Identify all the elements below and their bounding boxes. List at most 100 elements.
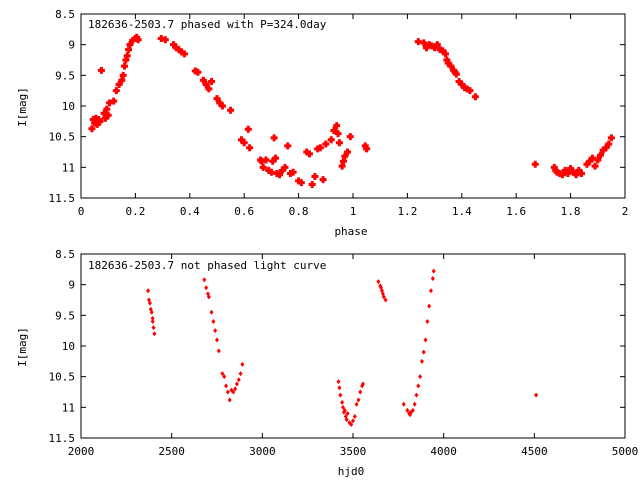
data-point (172, 44, 180, 52)
data-point (338, 162, 346, 170)
data-point (575, 166, 583, 174)
y-tick-label: 11 (62, 161, 75, 174)
data-point (344, 417, 349, 423)
data-point (428, 288, 433, 294)
data-point (233, 386, 238, 392)
data-point (100, 109, 108, 117)
x-tick-label: 0.4 (180, 205, 200, 218)
data-point (447, 62, 455, 70)
x-tick-label: 2000 (68, 445, 95, 458)
data-point (421, 349, 426, 355)
data-point (88, 125, 96, 133)
data-point (175, 46, 183, 54)
data-point (341, 152, 349, 160)
data-point (211, 318, 216, 324)
data-point (471, 93, 479, 101)
data-point (444, 59, 452, 67)
data-point (103, 105, 111, 113)
y-tick-label: 9.5 (55, 309, 75, 322)
data-point (150, 318, 155, 324)
data-point (327, 136, 335, 144)
data-point (115, 81, 123, 89)
data-point (354, 401, 359, 407)
data-point (259, 163, 267, 171)
data-point (112, 87, 120, 95)
data-point (218, 102, 226, 110)
data-point (227, 106, 235, 114)
y-tick-label: 8.5 (55, 248, 75, 261)
data-point (333, 122, 341, 130)
data-point (339, 157, 347, 165)
data-point (311, 173, 319, 181)
data-point (122, 56, 130, 64)
x-tick-label: 0.8 (289, 205, 309, 218)
data-point (316, 144, 324, 152)
data-point (360, 381, 365, 387)
x-tick-label: 2500 (158, 445, 185, 458)
x-tick-label: 0 (78, 205, 85, 218)
data-point (93, 120, 101, 128)
plot-frame (80, 253, 626, 439)
data-point (227, 397, 232, 403)
y-tick-label: 11 (62, 401, 75, 414)
chart-title: 182636-2503.7 phased with P=324.0day (88, 18, 327, 31)
data-point (351, 418, 355, 424)
data-point (216, 348, 221, 354)
data-point (151, 325, 156, 331)
data-point (234, 381, 239, 387)
data-point (224, 383, 229, 389)
data-point (431, 44, 439, 52)
data-point (149, 309, 154, 315)
y-tick-label: 9 (68, 39, 75, 52)
x-tick-label: 0.2 (125, 205, 145, 218)
x-axis-label: hjd0 (338, 465, 365, 478)
data-point (376, 279, 381, 285)
data-point (605, 140, 613, 148)
data-point (157, 35, 165, 43)
data-point (597, 151, 605, 159)
data-point (416, 383, 421, 389)
x-tick-label: 1.6 (506, 205, 526, 218)
y-tick-label: 8.5 (55, 8, 75, 21)
data-point (150, 315, 155, 321)
chart-title: 182636-2503.7 not phased light curve (88, 259, 326, 272)
data-point (276, 171, 284, 179)
data-point (569, 168, 577, 176)
data-point (410, 407, 415, 413)
data-point (458, 81, 466, 89)
data-point (305, 150, 313, 158)
data-point (284, 142, 292, 150)
data-point (134, 36, 142, 44)
x-tick-label: 1.2 (397, 205, 417, 218)
data-point (216, 99, 224, 107)
data-point (206, 294, 211, 300)
data-point (147, 300, 152, 306)
data-point (319, 176, 327, 184)
data-point (433, 41, 441, 49)
data-point (330, 127, 338, 135)
data-point (199, 76, 207, 84)
data-point (278, 166, 286, 174)
data-point (583, 160, 591, 168)
data-point (106, 99, 114, 107)
data-point (125, 46, 133, 54)
data-point (119, 71, 127, 79)
x-tick-label: 3500 (340, 445, 367, 458)
data-point (161, 36, 169, 44)
data-point (594, 156, 602, 164)
x-axis-label: phase (334, 225, 367, 238)
y-tick-label: 9 (68, 279, 75, 292)
data-point (121, 62, 129, 70)
data-point (194, 68, 202, 76)
data-point (336, 379, 341, 385)
x-tick-label: 4000 (430, 445, 457, 458)
data-point (101, 114, 109, 122)
data-point (452, 70, 460, 78)
data-point (215, 337, 219, 343)
data-point (419, 358, 424, 364)
x-tick-label: 0.6 (234, 205, 254, 218)
data-point (607, 134, 615, 142)
data-point (427, 303, 432, 309)
